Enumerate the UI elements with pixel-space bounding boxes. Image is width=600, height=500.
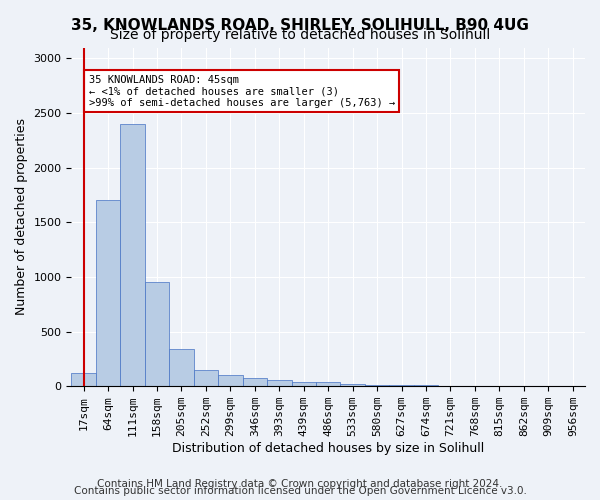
Bar bbox=[194, 370, 218, 386]
Text: Contains public sector information licensed under the Open Government Licence v3: Contains public sector information licen… bbox=[74, 486, 526, 496]
Bar bbox=[340, 384, 365, 386]
Bar bbox=[145, 282, 169, 386]
Bar bbox=[96, 200, 121, 386]
Bar bbox=[316, 382, 340, 386]
Text: Size of property relative to detached houses in Solihull: Size of property relative to detached ho… bbox=[110, 28, 490, 42]
Bar bbox=[389, 385, 414, 386]
Bar bbox=[242, 378, 267, 386]
X-axis label: Distribution of detached houses by size in Solihull: Distribution of detached houses by size … bbox=[172, 442, 484, 455]
Bar bbox=[365, 384, 389, 386]
Text: 35 KNOWLANDS ROAD: 45sqm
← <1% of detached houses are smaller (3)
>99% of semi-d: 35 KNOWLANDS ROAD: 45sqm ← <1% of detach… bbox=[89, 74, 395, 108]
Bar bbox=[71, 373, 96, 386]
Bar bbox=[267, 380, 292, 386]
Text: Contains HM Land Registry data © Crown copyright and database right 2024.: Contains HM Land Registry data © Crown c… bbox=[97, 479, 503, 489]
Bar bbox=[218, 376, 242, 386]
Bar bbox=[169, 349, 194, 386]
Text: 35, KNOWLANDS ROAD, SHIRLEY, SOLIHULL, B90 4UG: 35, KNOWLANDS ROAD, SHIRLEY, SOLIHULL, B… bbox=[71, 18, 529, 32]
Bar bbox=[292, 382, 316, 386]
Y-axis label: Number of detached properties: Number of detached properties bbox=[15, 118, 28, 316]
Bar bbox=[121, 124, 145, 386]
